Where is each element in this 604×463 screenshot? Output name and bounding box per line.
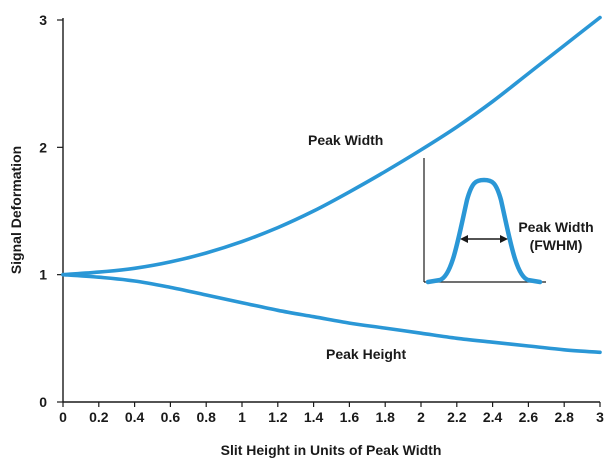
x-tick-label: 1.2 <box>268 409 288 425</box>
fwhm-inset: Peak Width (FWHM) <box>423 158 594 285</box>
series-label-peak-width: Peak Width <box>308 132 383 148</box>
axes <box>62 18 600 403</box>
x-tick-label: 2.6 <box>519 409 539 425</box>
inset-label-sub: (FWHM) <box>530 237 583 253</box>
tick-marks <box>57 19 601 407</box>
x-tick-label: 2.8 <box>554 409 574 425</box>
y-tick-labels: 0 1 2 3 <box>39 12 47 410</box>
series-lines <box>61 15 602 355</box>
x-tick-label: 2.4 <box>483 409 503 425</box>
x-tick-label: 1.4 <box>304 409 324 425</box>
series-line-peak-width <box>61 15 602 277</box>
x-tick-label: 0 <box>59 409 67 425</box>
x-tick-label: 2 <box>417 409 425 425</box>
x-tick-label: 1 <box>238 409 246 425</box>
x-tick-label: 0.2 <box>89 409 109 425</box>
y-tick-label: 0 <box>39 394 47 410</box>
series-line-peak-height <box>61 272 602 355</box>
inset-arrow-right-head <box>500 235 508 243</box>
x-tick-labels: 0 0.2 0.4 0.6 0.8 1 1.2 1.4 1.6 1.8 2 2.2 2.4 2.6 2.8 3 <box>59 409 604 425</box>
inset-peak-curve <box>425 177 543 285</box>
x-tick-label: 1.8 <box>375 409 395 425</box>
y-axis-title: Signal Deformation <box>8 146 24 274</box>
x-axis-title: Slit Height in Units of Peak Width <box>221 442 442 458</box>
y-tick-label: 1 <box>39 267 47 283</box>
x-tick-label: 0.4 <box>125 409 145 425</box>
inset-arrow-left-head <box>460 235 468 243</box>
x-tick-label: 0.6 <box>161 409 181 425</box>
x-tick-label: 3 <box>596 409 604 425</box>
y-tick-label: 2 <box>39 139 47 155</box>
series-label-peak-height: Peak Height <box>326 346 406 362</box>
x-tick-label: 2.2 <box>447 409 467 425</box>
y-tick-label: 3 <box>39 12 47 28</box>
x-tick-label: 1.6 <box>340 409 360 425</box>
x-tick-label: 0.8 <box>196 409 216 425</box>
inset-label: Peak Width <box>518 219 593 235</box>
